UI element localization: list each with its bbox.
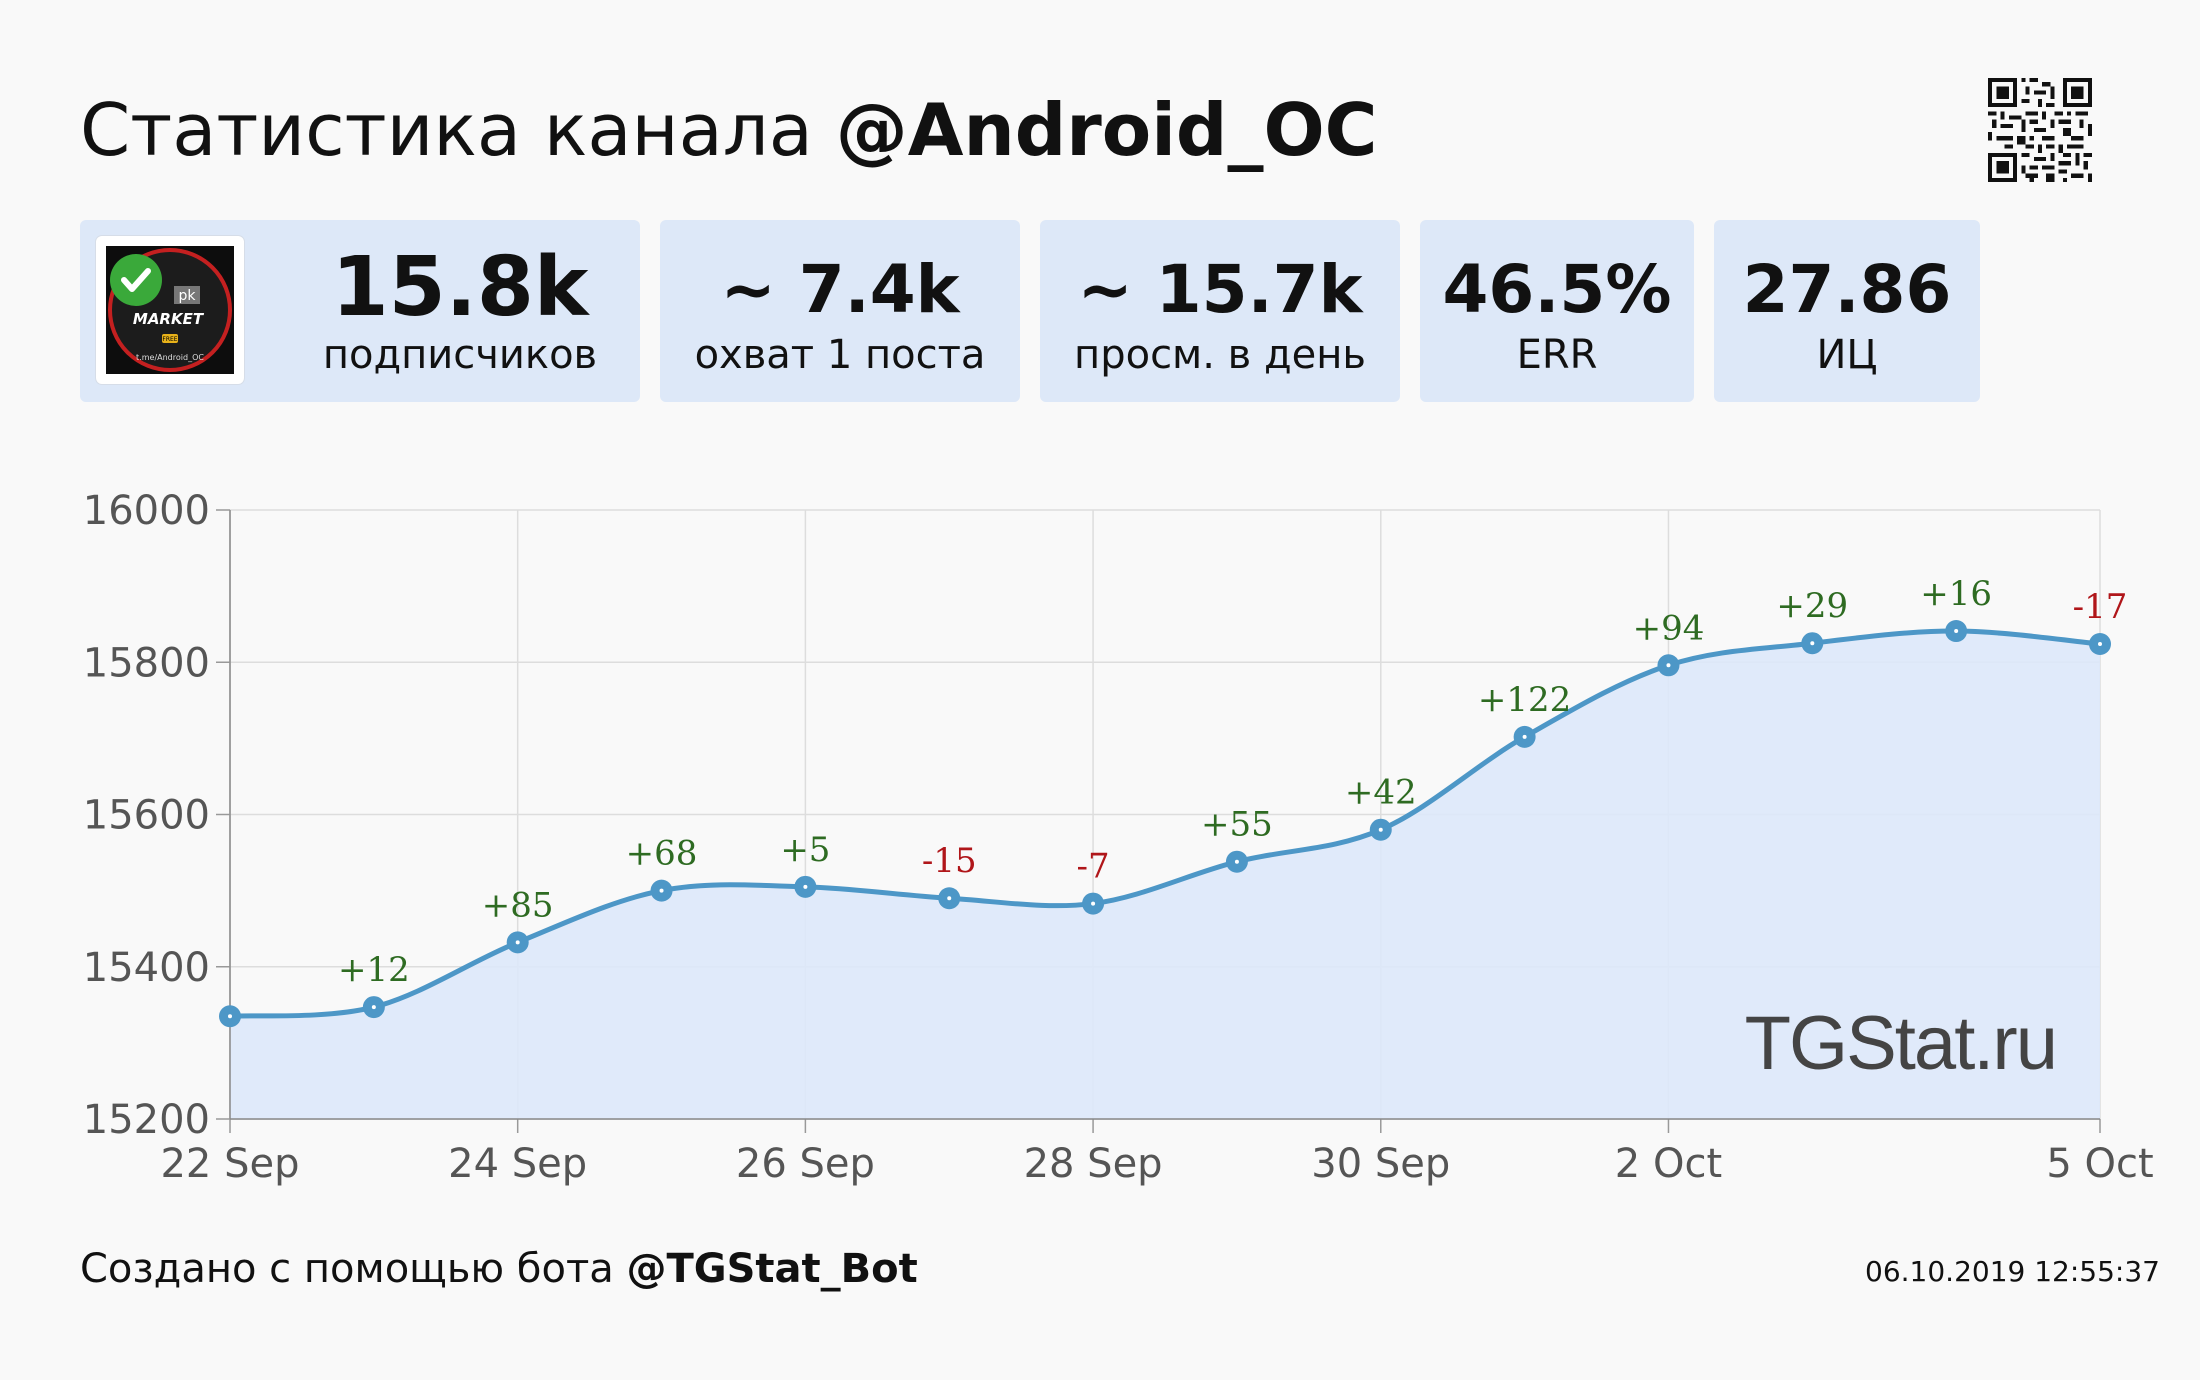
avatar-handle: t.me/Android_OC: [136, 353, 204, 362]
data-point-center: [228, 1014, 232, 1019]
x-tick-label: 28 Sep: [1024, 1141, 1163, 1187]
data-point-center: [1234, 859, 1239, 864]
avatar-badge: pk: [179, 288, 197, 304]
y-tick-label: 15400: [83, 945, 210, 991]
delta-label: +16: [1920, 574, 1992, 614]
area-fill: [230, 631, 2100, 1119]
delta-label: +68: [626, 834, 698, 874]
title-prefix: Статистика канала: [80, 88, 813, 172]
x-tick-label: 5 Oct: [2046, 1141, 2153, 1187]
delta-label: +55: [1201, 805, 1273, 845]
footer-bot-handle: @TGStat_Bot: [626, 1246, 918, 1292]
series-line: [229, 628, 2101, 1019]
x-tick-label: 2 Oct: [1615, 1141, 1722, 1187]
x-tick-label: 24 Sep: [448, 1141, 587, 1187]
footer-prefix: Создано с помощью бота: [80, 1246, 614, 1292]
delta-label: -15: [922, 841, 977, 881]
channel-handle: @Android_OC: [835, 88, 1378, 172]
qr-code-icon: [1988, 78, 2092, 182]
delta-label: +122: [1478, 680, 1571, 720]
channel-avatar: pk MARKET FREE t.me/Android_OC: [96, 236, 244, 384]
err-value: 46.5%: [1442, 251, 1672, 328]
y-tick-label: 15200: [83, 1097, 210, 1143]
citation-index-value: 27.86: [1742, 251, 1952, 328]
watermark: TGStat.ru: [1745, 1001, 2056, 1086]
delta-label: +94: [1633, 608, 1705, 648]
delta-label: -17: [2073, 587, 2128, 627]
stat-card-reach: ~ 7.4k охват 1 поста: [660, 220, 1020, 402]
y-tick-label: 15800: [83, 640, 210, 686]
data-point-center: [371, 1005, 376, 1010]
data-point-center: [1522, 734, 1527, 739]
delta-label: -7: [1077, 847, 1110, 887]
x-tick-label: 22 Sep: [160, 1141, 299, 1187]
citation-index-label: ИЦ: [1816, 332, 1878, 378]
delta-label: +12: [338, 950, 410, 990]
delta-label: +85: [482, 885, 554, 925]
err-label: ERR: [1516, 332, 1598, 378]
delta-label: +5: [780, 830, 830, 870]
avatar-name: MARKET: [133, 310, 205, 328]
y-tick-label: 15600: [83, 793, 210, 839]
y-tick-label: 16000: [83, 488, 210, 534]
data-point-center: [1091, 901, 1096, 906]
data-point-center: [1810, 641, 1815, 646]
daily-views-label: просм. в день: [1074, 332, 1366, 378]
footer-credit: Создано с помощью бота @TGStat_Bot: [80, 1244, 918, 1294]
data-point-center: [659, 888, 664, 893]
page-title: Статистика канала @Android_OC: [80, 88, 1378, 172]
subscribers-value: 15.8k: [331, 240, 589, 335]
data-point-center: [1378, 827, 1383, 832]
stat-card-daily-views: ~ 15.7k просм. в день: [1040, 220, 1400, 402]
generated-timestamp: 06.10.2019 12:55:37: [1865, 1255, 2160, 1288]
daily-views-value: ~ 15.7k: [1077, 251, 1363, 328]
data-point-center: [1954, 629, 1959, 634]
reach-label: охват 1 поста: [694, 332, 986, 378]
stat-card-err: 46.5% ERR: [1420, 220, 1694, 402]
avatar-image: pk MARKET FREE t.me/Android_OC: [106, 246, 234, 374]
stat-card-subscribers: pk MARKET FREE t.me/Android_OC 15.8k под…: [80, 220, 640, 402]
delta-label: +29: [1776, 586, 1848, 626]
subscribers-label: подписчиков: [322, 332, 598, 378]
data-point-center: [803, 884, 808, 889]
data-point-center: [1666, 663, 1671, 668]
data-point-center: [2098, 641, 2102, 646]
reach-value: ~ 7.4k: [720, 251, 960, 328]
avatar-tag: FREE: [162, 336, 177, 343]
stat-card-citation-index: 27.86 ИЦ: [1714, 220, 1980, 402]
delta-label: +42: [1345, 773, 1417, 813]
x-tick-label: 30 Sep: [1311, 1141, 1450, 1187]
data-point-center: [947, 896, 952, 901]
data-point-center: [515, 940, 520, 945]
x-tick-label: 26 Sep: [736, 1141, 875, 1187]
